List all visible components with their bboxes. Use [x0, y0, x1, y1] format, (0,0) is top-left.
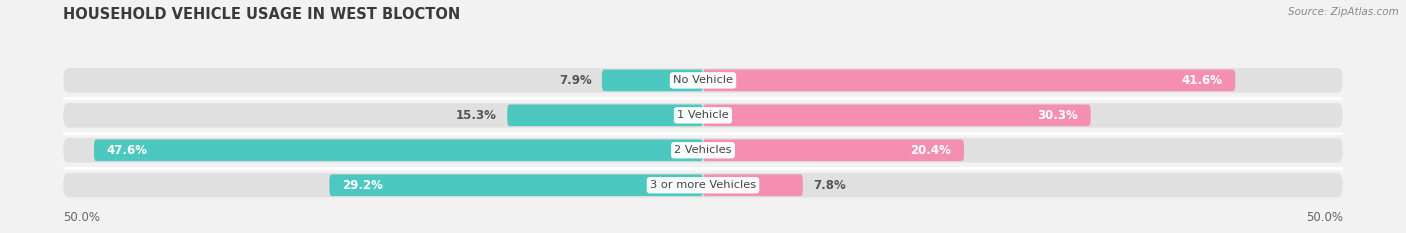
- Text: HOUSEHOLD VEHICLE USAGE IN WEST BLOCTON: HOUSEHOLD VEHICLE USAGE IN WEST BLOCTON: [63, 7, 461, 22]
- Text: 2 Vehicles: 2 Vehicles: [675, 145, 731, 155]
- Text: 7.8%: 7.8%: [813, 179, 846, 192]
- Text: Source: ZipAtlas.com: Source: ZipAtlas.com: [1288, 7, 1399, 17]
- FancyBboxPatch shape: [329, 174, 703, 196]
- FancyBboxPatch shape: [94, 139, 703, 161]
- FancyBboxPatch shape: [703, 139, 965, 161]
- Text: 30.3%: 30.3%: [1038, 109, 1078, 122]
- Text: 50.0%: 50.0%: [63, 211, 100, 224]
- FancyBboxPatch shape: [703, 69, 1236, 91]
- FancyBboxPatch shape: [602, 69, 703, 91]
- Text: 47.6%: 47.6%: [107, 144, 148, 157]
- Text: 3 or more Vehicles: 3 or more Vehicles: [650, 180, 756, 190]
- FancyBboxPatch shape: [703, 104, 1091, 126]
- Text: 41.6%: 41.6%: [1181, 74, 1222, 87]
- Text: 7.9%: 7.9%: [560, 74, 592, 87]
- FancyBboxPatch shape: [63, 68, 1343, 93]
- FancyBboxPatch shape: [63, 103, 1343, 128]
- Text: 50.0%: 50.0%: [1306, 211, 1343, 224]
- Text: 20.4%: 20.4%: [910, 144, 952, 157]
- FancyBboxPatch shape: [703, 174, 803, 196]
- FancyBboxPatch shape: [63, 138, 1343, 163]
- Text: No Vehicle: No Vehicle: [673, 75, 733, 85]
- FancyBboxPatch shape: [63, 173, 1343, 198]
- Text: 15.3%: 15.3%: [456, 109, 496, 122]
- FancyBboxPatch shape: [508, 104, 703, 126]
- Text: 29.2%: 29.2%: [342, 179, 382, 192]
- Text: 1 Vehicle: 1 Vehicle: [678, 110, 728, 120]
